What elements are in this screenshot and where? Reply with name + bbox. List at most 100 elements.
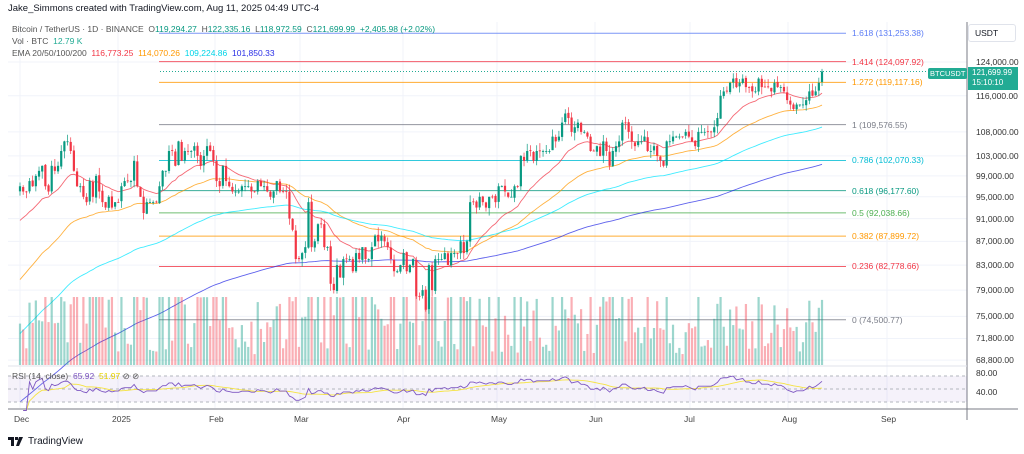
volume-bar — [624, 341, 627, 365]
candle-body — [748, 87, 751, 88]
volume-bar — [725, 345, 729, 365]
volume-bar — [671, 324, 675, 365]
candle-body — [72, 150, 75, 171]
volume-bar — [218, 320, 221, 365]
candle-body — [256, 181, 259, 192]
tradingview-logo-icon — [8, 437, 23, 446]
candle-body — [687, 131, 690, 137]
volume-bar — [373, 304, 377, 365]
volume-bar — [224, 297, 228, 365]
candle-body — [88, 181, 91, 202]
candle-body — [713, 127, 716, 133]
candle-body — [275, 181, 278, 191]
candle-body — [196, 145, 199, 156]
volume-bar — [240, 325, 243, 365]
rsi-label[interactable]: RSI (14, close) — [12, 371, 69, 381]
candle-body — [94, 175, 98, 198]
volume-bar — [484, 326, 488, 365]
volume-bar — [56, 322, 60, 365]
volume-bar — [114, 332, 117, 365]
volume-bar — [396, 349, 399, 365]
volume-bar — [332, 315, 335, 365]
candle-body — [694, 140, 697, 147]
candle-body — [621, 122, 624, 141]
volume-bar — [351, 297, 354, 365]
volume-bar — [697, 297, 700, 365]
candle-body — [345, 258, 348, 260]
candle-body — [459, 241, 462, 254]
ema-label[interactable]: EMA 20/50/100/200 — [12, 48, 87, 58]
volume-bar — [656, 301, 659, 365]
candle-body — [82, 185, 85, 197]
volume-bar — [754, 348, 757, 365]
rsi-value: 65.92 — [72, 371, 95, 381]
volume-bar — [94, 297, 98, 365]
candle-body — [697, 131, 700, 147]
date-tick: Apr — [397, 414, 411, 424]
volume-bar — [126, 343, 129, 365]
volume-bar — [145, 297, 148, 365]
candle-body — [434, 259, 437, 291]
volume-bar — [773, 305, 776, 365]
candle-body — [741, 78, 744, 83]
candle-body — [706, 131, 709, 133]
hidden-value-icon[interactable]: ⊘ ⊘ — [122, 371, 140, 381]
rsi-ma-line — [23, 379, 823, 411]
candle-body — [643, 136, 646, 142]
volume-bar — [545, 344, 548, 365]
tradingview-logo: TradingView — [8, 436, 83, 447]
candle-body — [456, 252, 459, 254]
candle-body — [719, 95, 722, 119]
volume-bar — [592, 352, 595, 365]
candle-body — [637, 141, 640, 146]
volume-label[interactable]: Vol · BTC — [12, 36, 49, 46]
candle-body — [573, 127, 576, 133]
candle-body — [659, 156, 662, 161]
symbol-name[interactable]: Bitcoin / TetherUS · 1D · BINANCE — [12, 24, 144, 34]
candle-body — [453, 253, 456, 255]
volume-bar — [34, 300, 37, 365]
volume-bar — [161, 297, 164, 365]
volume-bar — [605, 301, 608, 365]
volume-bar — [335, 297, 339, 365]
ema50-line — [19, 104, 823, 280]
volume-bar — [735, 306, 738, 365]
volume-value: 12.79 K — [53, 36, 83, 46]
candle-body — [288, 191, 291, 219]
ema20-line — [19, 92, 823, 272]
candle-body — [34, 175, 37, 187]
candle-body — [554, 136, 557, 142]
volume-bar — [732, 325, 735, 365]
candle-body — [301, 253, 304, 260]
candle-body — [66, 141, 69, 143]
candle-body — [548, 151, 551, 152]
candle-body — [757, 78, 760, 92]
volume-bar — [618, 318, 621, 365]
candle-body — [811, 90, 814, 96]
volume-bar — [310, 297, 313, 365]
volume-bar — [348, 347, 351, 365]
volume-bar — [684, 332, 687, 365]
volume-bar — [329, 297, 332, 365]
volume-bar — [167, 297, 171, 365]
volume-bar — [805, 322, 808, 365]
volume-bar — [402, 297, 405, 365]
candle-body — [675, 136, 678, 138]
volume-bar — [253, 354, 256, 365]
candle-body — [262, 186, 266, 188]
last-price: 121,699.99 — [972, 68, 1013, 77]
candle-body — [110, 196, 114, 208]
volume-bar — [107, 299, 110, 365]
candle-body — [551, 136, 554, 151]
volume-bar — [478, 298, 481, 365]
candle-body — [431, 265, 434, 291]
candle-body — [592, 150, 595, 152]
volume-bar — [748, 348, 751, 365]
fib-level-label: 1.618 (131,253.38) — [852, 28, 924, 39]
currency-button[interactable]: USDT — [968, 24, 1016, 42]
candle-body — [313, 241, 316, 248]
candle-body — [326, 247, 329, 248]
candle-body — [795, 104, 798, 110]
volume-bar — [469, 297, 472, 365]
